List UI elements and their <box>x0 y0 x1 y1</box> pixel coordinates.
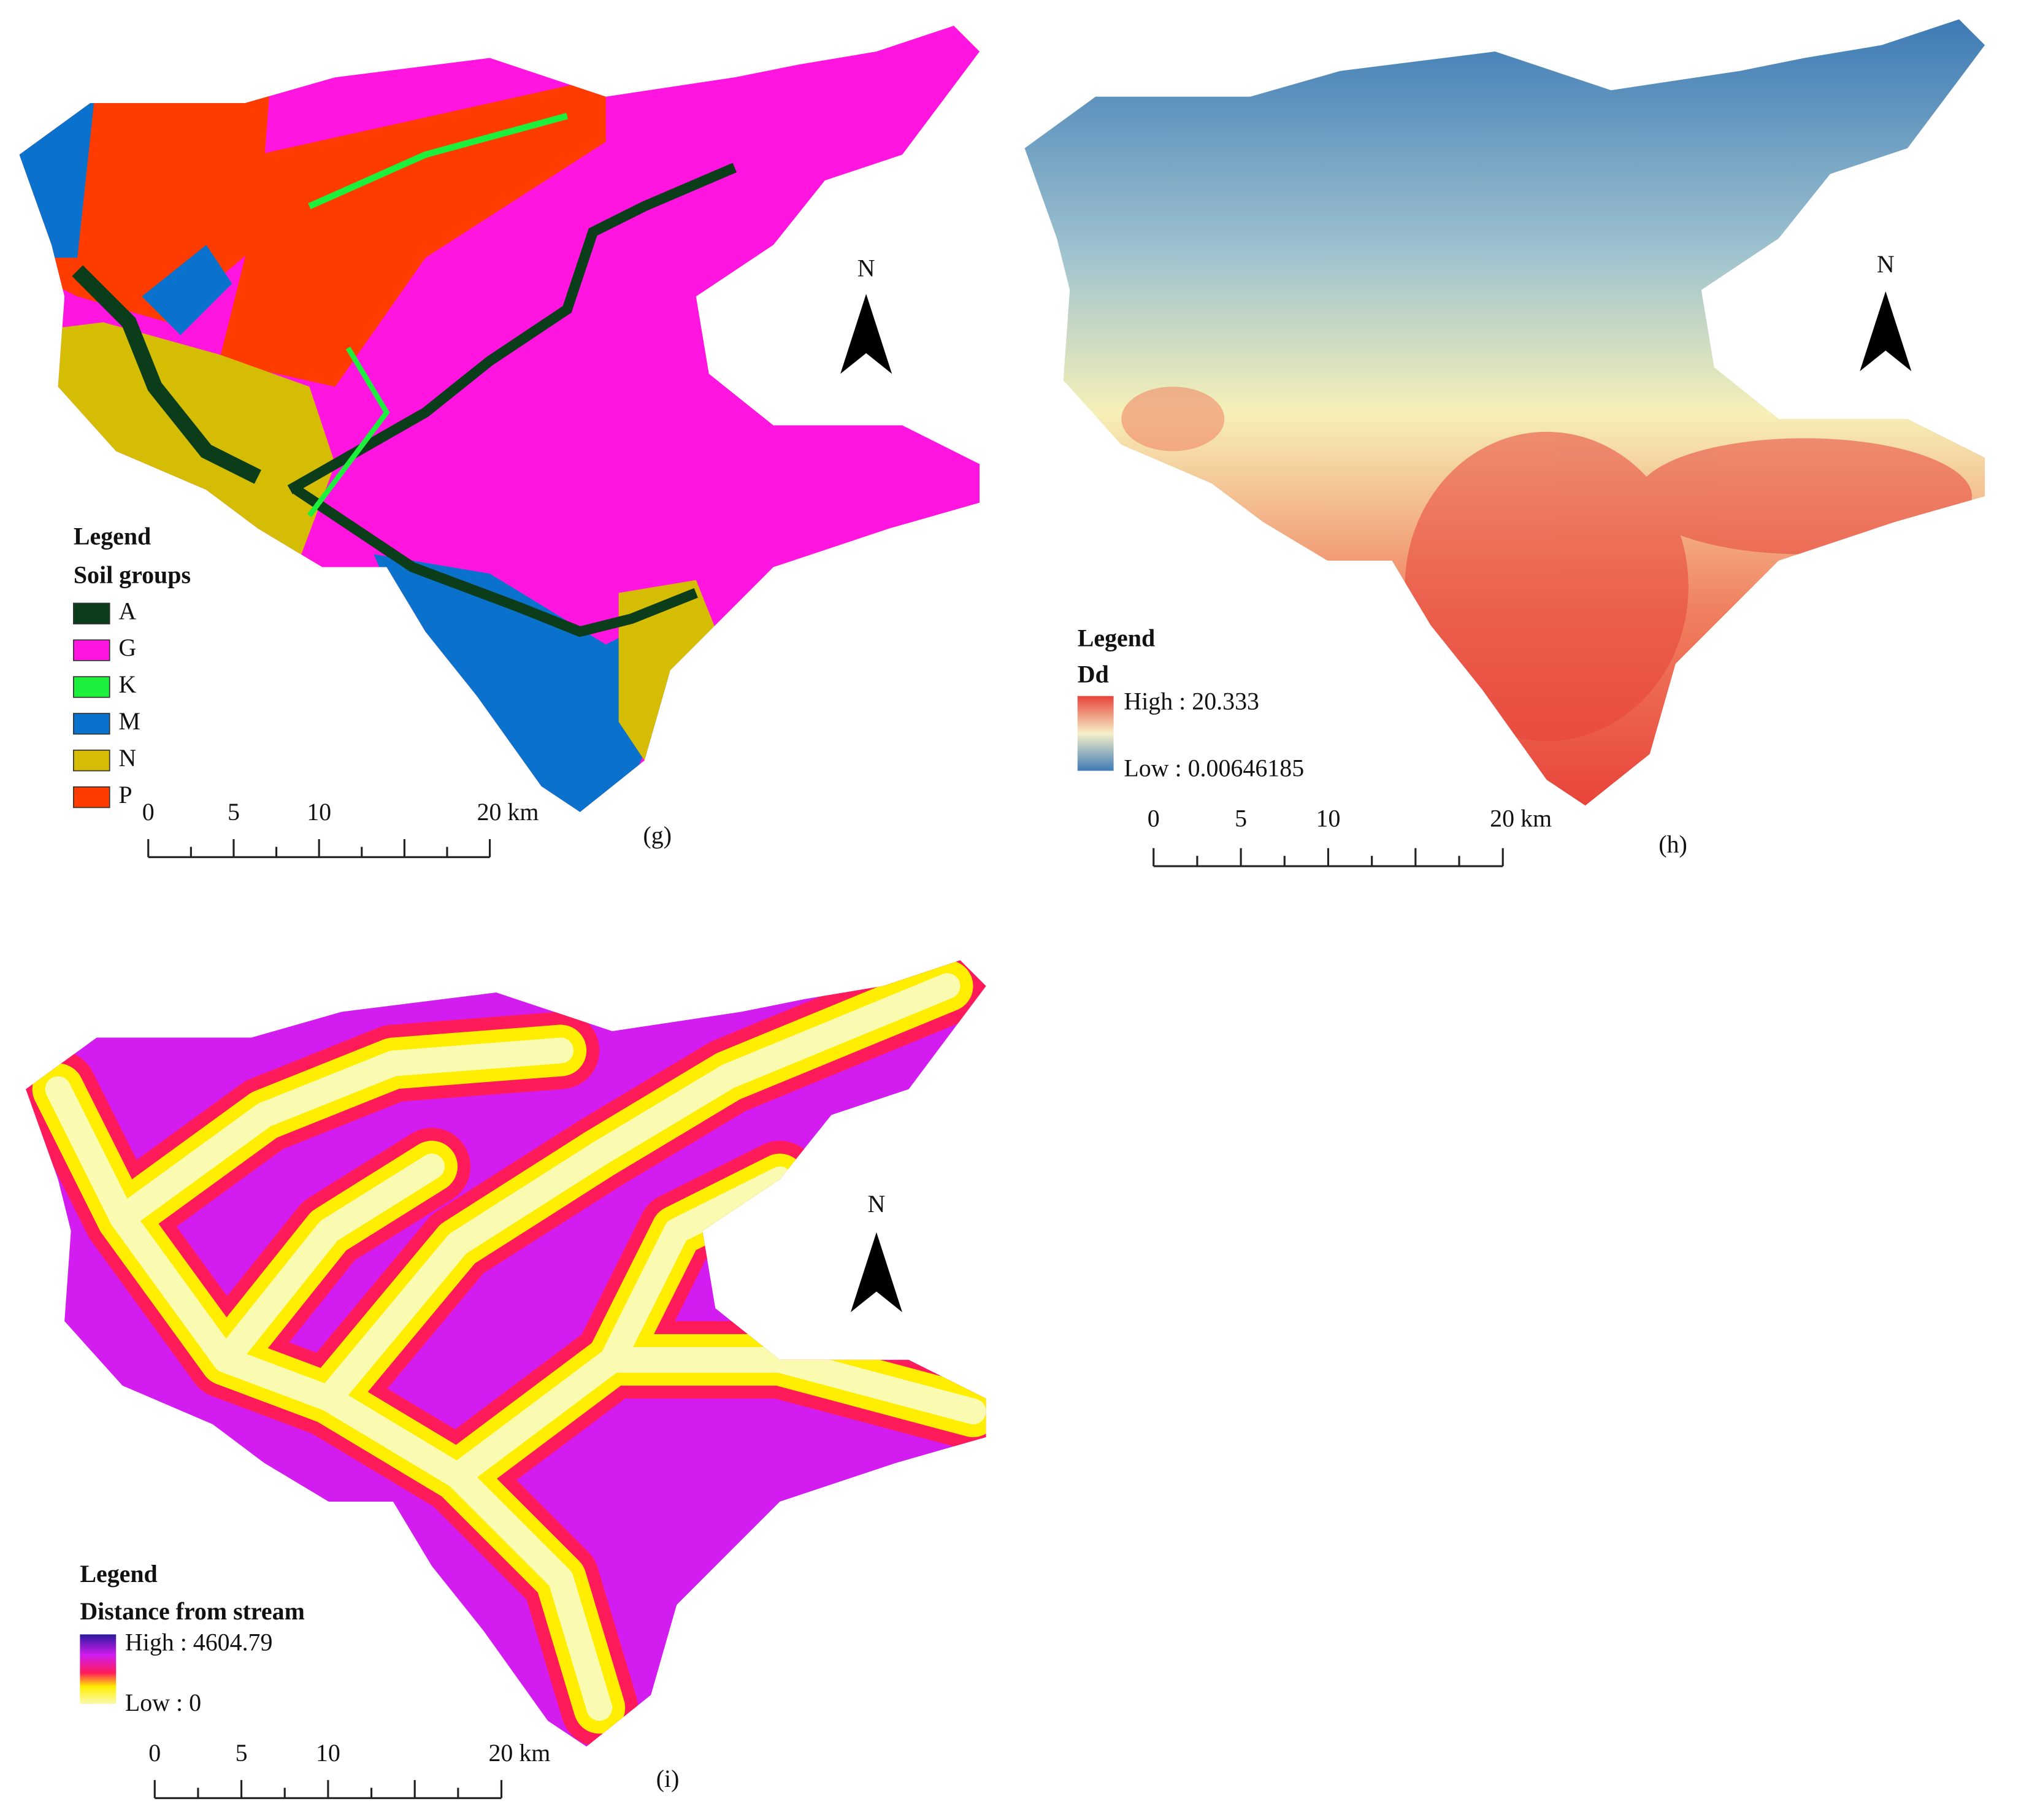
scale-label: 5 <box>236 1739 248 1767</box>
distance-map <box>26 960 986 1747</box>
legend-swatch <box>73 639 110 661</box>
scale-label: 5 <box>1235 805 1247 832</box>
legend-high: High : 20.333 <box>1124 687 1259 715</box>
legend-swatch <box>73 786 110 808</box>
scale-label: 20 km <box>477 798 539 826</box>
soil-map <box>19 26 980 812</box>
legend-item: A <box>118 597 136 624</box>
legend-heading: Legend <box>1078 624 1155 651</box>
legend-item: P <box>118 781 132 808</box>
legend-heading: Legend <box>80 1560 157 1588</box>
north-label: N <box>868 1190 886 1218</box>
scale-label: 20 km <box>1490 805 1552 832</box>
scale-label: 10 <box>316 1739 340 1767</box>
scale-bars: 0 5 10 20 km 0 5 10 20 km 0 5 10 20 km <box>142 798 1552 1799</box>
scale-label: 10 <box>1316 805 1341 832</box>
scale-label: 10 <box>307 798 331 826</box>
north-arrows: N N N <box>840 250 1912 1313</box>
legend-h: Legend Dd High : 20.333 Low : 0.00646185 <box>1077 624 1304 782</box>
north-label: N <box>1877 250 1895 278</box>
legend-i: Legend Distance from stream High : 4604.… <box>80 1560 305 1716</box>
panel-label: (h) <box>1659 831 1687 858</box>
legend-swatch <box>73 713 110 735</box>
legend-title: Dd <box>1078 660 1109 688</box>
legend-heading: Legend <box>74 522 151 550</box>
legend-swatch <box>73 602 110 624</box>
scale-label: 5 <box>228 798 240 826</box>
panel-label: (i) <box>656 1765 680 1792</box>
panel-label: (g) <box>643 821 672 849</box>
scale-label: 0 <box>1148 805 1160 832</box>
legend-swatch <box>73 750 110 772</box>
legend-item: G <box>118 634 136 661</box>
dd-map <box>1024 19 1985 806</box>
north-label: N <box>857 254 875 282</box>
scale-label: 0 <box>142 798 155 826</box>
legend-low: Low : 0.00646185 <box>1124 754 1304 782</box>
legend-title: Distance from stream <box>80 1597 304 1625</box>
legend-title: Soil groups <box>74 561 191 589</box>
scale-label: 20 km <box>488 1739 550 1767</box>
legend-low: Low : 0 <box>125 1689 201 1716</box>
legend-item: M <box>118 707 140 735</box>
legend-item: N <box>118 744 136 772</box>
scale-label: 0 <box>148 1739 161 1767</box>
legend-high: High : 4604.79 <box>125 1628 273 1656</box>
legend-swatch <box>73 676 110 698</box>
legend-item: K <box>118 670 136 698</box>
